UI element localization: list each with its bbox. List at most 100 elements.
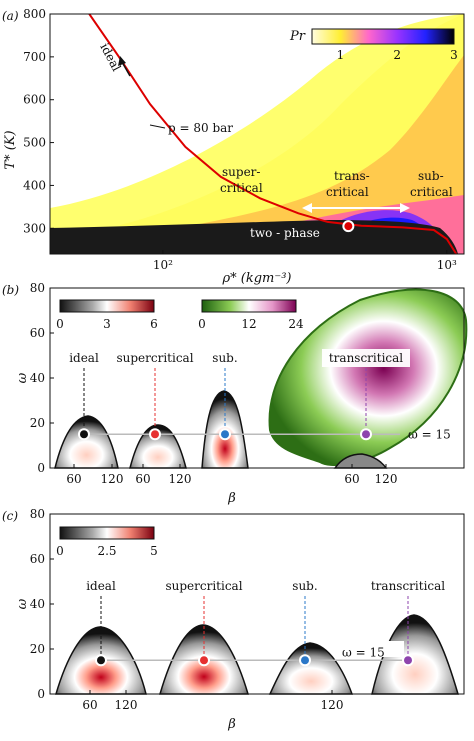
y-tick-label: 60 — [30, 326, 45, 340]
y-tick-label: 20 — [30, 642, 45, 656]
x-tick-label: 10² — [153, 258, 173, 272]
colorbar-tick-label: 12 — [241, 317, 256, 331]
panel-c-y-label: ω — [15, 598, 30, 609]
y-tick-label: 80 — [30, 507, 45, 521]
marker-c-supercritical — [198, 654, 210, 667]
panel-a: (a) 300 400 500 600 700 800 10² 10³ T* (K) ρ* … — [2, 7, 465, 286]
marker-c-ideal — [95, 654, 107, 667]
x-tick-label: 60 — [82, 698, 97, 712]
hump-supercritical — [129, 424, 187, 469]
pr-tick-label: 3 — [450, 48, 458, 62]
colorbar-b1-ticks: 0 3 6 — [56, 317, 158, 331]
hump-c-transcritical — [371, 614, 460, 695]
panel-c-x-label: β — [227, 717, 236, 732]
colorbar-b2 — [201, 299, 297, 313]
marker-c-sub — [299, 654, 311, 667]
two-phase-region — [50, 220, 458, 254]
x-tick-label: 120 — [115, 698, 138, 712]
y-tick-label: 40 — [30, 371, 45, 385]
y-tick-label: 500 — [23, 136, 46, 150]
panel-a-x-label: ρ* (kgm⁻³) — [221, 271, 291, 286]
y-tick-label: 40 — [30, 597, 45, 611]
y-tick-label: 800 — [23, 7, 46, 21]
x-tick-label: 60 — [135, 472, 150, 486]
hump-secondary — [333, 453, 388, 469]
label-c-supercritical: supercritical — [165, 579, 242, 593]
y-tick-label: 600 — [23, 93, 46, 107]
x-tick-label: 120 — [101, 472, 124, 486]
marker-supercritical — [149, 428, 161, 441]
marker-transcritical — [360, 428, 372, 441]
annotation-two-phase: two - phase — [250, 226, 320, 240]
colorbar-c1 — [59, 526, 155, 540]
y-tick-label: 400 — [23, 178, 46, 192]
label-c-ideal: ideal — [86, 579, 116, 593]
pr-colorbar-title: Pr — [289, 29, 306, 44]
colorbar-tick-label: 5 — [150, 544, 158, 558]
panel-b-x-ticks: 60 120 60 120 60 120 — [66, 464, 397, 486]
pr-colorbar-ticks: 1 2 3 — [337, 48, 458, 62]
pr-region-orange — [180, 55, 464, 254]
label-sub: sub. — [212, 351, 237, 365]
panel-a-y-ticks: 300 400 500 600 700 800 — [23, 7, 54, 235]
marker-sub — [219, 428, 231, 441]
ideal-arrowhead — [118, 56, 126, 66]
label-supercritical: supercritical — [116, 351, 193, 365]
y-tick-label: 0 — [37, 687, 45, 701]
y-tick-label: 20 — [30, 416, 45, 430]
panel-c-reference-label-bg — [338, 641, 404, 657]
label-ideal: ideal — [69, 351, 99, 365]
panel-b-x-label: β — [227, 491, 236, 506]
panel-a-label: (a) — [2, 9, 19, 23]
pr-tick-label: 1 — [337, 48, 345, 62]
colorbar-b2-ticks: 0 12 24 — [198, 317, 304, 331]
x-tick-label: 10³ — [437, 258, 457, 272]
x-tick-label: 60 — [344, 472, 359, 486]
colorbar-tick-label: 0 — [56, 544, 64, 558]
x-tick-label: 120 — [169, 472, 192, 486]
y-tick-label: 700 — [23, 50, 46, 64]
x-tick-label: 120 — [375, 472, 398, 486]
y-tick-label: 300 — [23, 221, 46, 235]
regime-arrowhead-right — [400, 203, 410, 213]
colorbar-tick-label: 0 — [56, 317, 64, 331]
x-tick-label: 60 — [66, 472, 81, 486]
annotation-transcritical-1: trans- — [334, 169, 370, 183]
label-c-sub: sub. — [292, 579, 317, 593]
annotation-subcritical-1: sub- — [418, 169, 444, 183]
colorbar-tick-label: 24 — [288, 317, 304, 331]
isobar-label: p = 80 bar — [168, 121, 233, 135]
annotation-subcritical-2: critical — [410, 185, 453, 199]
panel-b-reference-label: ω = 15 — [408, 427, 451, 441]
isobar-line — [88, 14, 458, 254]
panel-b-label: (b) — [2, 283, 19, 297]
hump-ideal — [54, 415, 119, 469]
colorbar-tick-label: 6 — [150, 317, 158, 331]
panel-c-x-ticks: 60 120 120 — [82, 690, 343, 712]
pseudo-critical-point — [342, 220, 355, 233]
y-tick-label: 60 — [30, 552, 45, 566]
annotation-supercritical-1: super- — [222, 165, 260, 179]
colorbar-tick-label: 0 — [198, 317, 206, 331]
annotation-transcritical-2: critical — [326, 185, 369, 199]
pr-tick-label: 2 — [393, 48, 401, 62]
colorbar-tick-label: 3 — [103, 317, 111, 331]
panel-c-reference-label: ω = 15 — [342, 645, 385, 659]
panel-a-frame — [49, 13, 465, 255]
label-transcritical-bg — [322, 349, 410, 367]
y-tick-label: 80 — [30, 281, 45, 295]
marker-ideal — [78, 428, 90, 441]
marker-c-transcritical — [402, 654, 414, 667]
ideal-arrow — [121, 61, 131, 77]
panel-a-x-ticks: 10² 10³ — [153, 250, 457, 272]
colorbar-c1-ticks: 0 2.5 5 — [56, 544, 158, 558]
hump-c-sub — [268, 642, 354, 695]
panel-b-y-label: ω — [15, 372, 30, 383]
colorbar-tick-label: 2.5 — [97, 544, 116, 558]
panel-c: (c) ω = 15 ideal supercritical sub. tran… — [2, 507, 465, 732]
annotation-supercritical-2: critical — [220, 181, 263, 195]
regime-arrowhead-left — [302, 203, 312, 213]
panel-b: (b) ω = 15 ideal supercritical sub. tran… — [2, 281, 468, 506]
